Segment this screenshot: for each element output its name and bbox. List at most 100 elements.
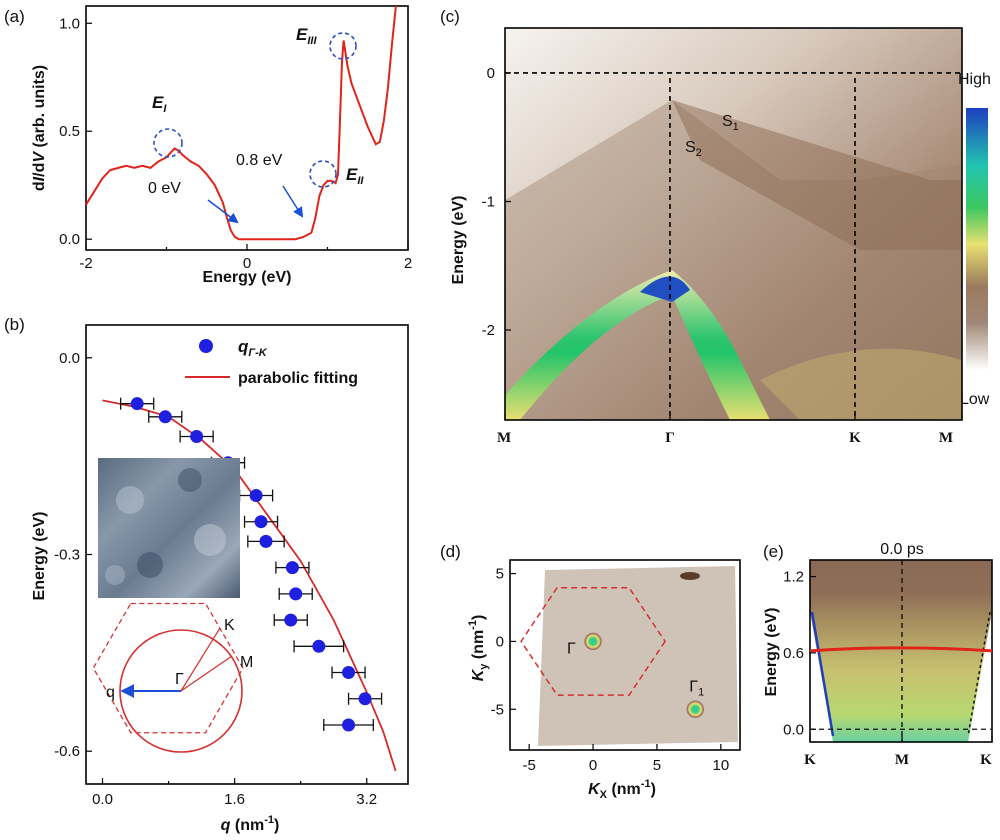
d-pocket-point — [584, 632, 602, 651]
arrow-eight-ev — [282, 185, 304, 218]
b-data-point — [284, 613, 298, 627]
peak-eii-circle — [309, 160, 337, 188]
d-xtick-label: 5 — [653, 757, 661, 774]
panel-b-letter: (b) — [4, 315, 25, 334]
e-xtick-label: K — [980, 752, 992, 768]
label-ei: EI — [152, 93, 167, 115]
panel-a-ticks: -2 0 2 0.0 0.5 1.0 — [59, 15, 412, 272]
d-ytick-label: -5 — [491, 701, 504, 718]
panel-b: (b) 0.0 1.6 3.2 0.0 -0.3 -0.6 qΓ-K parabolic … — [4, 315, 409, 834]
label-eight-ev: 0.8 eV — [236, 152, 283, 169]
a-xtick-label: 0 — [243, 255, 251, 272]
b-ytick-label: -0.3 — [54, 547, 80, 564]
e-xtick-label: M — [895, 752, 909, 768]
c-xtick-label: M — [497, 430, 511, 446]
c-ytick-label: -1 — [482, 194, 495, 211]
b-data-point — [249, 488, 263, 502]
c-ytick-label: 0 — [487, 65, 495, 82]
gamma-k-line — [180, 627, 221, 692]
colorbar — [966, 108, 988, 370]
parabolic-fit-line — [102, 399, 397, 772]
e-xtick-label: K — [804, 752, 816, 768]
d-edge-spot — [680, 572, 700, 580]
panel-c-frame — [504, 27, 963, 421]
b-ytick-label: 0.0 — [59, 350, 80, 367]
b-xtick-label: 1.6 — [224, 791, 245, 808]
panel-e-frame — [809, 559, 993, 743]
a-xtick-label: -2 — [79, 255, 92, 272]
panel-a-xlabel: Energy (eV) — [203, 269, 292, 286]
label-zero-ev: 0 eV — [148, 180, 181, 197]
d-xtick-label: 10 — [712, 757, 729, 774]
label-gamma: Γ — [175, 671, 184, 688]
c-xtick-label: K — [849, 430, 861, 446]
e-heatmap — [810, 560, 992, 742]
b-data-point — [285, 561, 299, 575]
panel-d-letter: (d) — [440, 542, 461, 561]
d-pocket-label: Γ — [567, 640, 576, 657]
stm-texture — [105, 468, 226, 585]
a-ytick-label: 1.0 — [59, 15, 80, 32]
panel-c-ticks: 0 -1 -2 M Γ K M — [482, 65, 963, 446]
panel-b-xlabel: q (nm-1) — [221, 814, 280, 834]
label-k: K — [224, 617, 235, 634]
fermi-circle — [119, 629, 243, 753]
arrow-zero-ev — [207, 199, 239, 224]
panel-d-frame — [509, 559, 741, 751]
label-eiii: EIII — [296, 25, 317, 47]
panel-c-ylabel: Energy (eV) — [450, 196, 467, 285]
b-data-point — [358, 692, 372, 706]
panel-d-ticks: -5 0 5 10 5 0 -5 — [491, 566, 730, 774]
label-q: q — [106, 684, 115, 701]
d-pocket-label: Γ1 — [689, 678, 704, 698]
c-s1-band — [672, 100, 962, 250]
panel-c: (c) 0 -1 -2 M Γ K M S1 S2 Energy (eV) High Low — [440, 7, 991, 446]
panel-e-ylabel: Energy (eV) — [763, 608, 780, 697]
b-data-point — [190, 429, 204, 443]
b-data-point — [254, 515, 268, 529]
colorbar-low: Low — [960, 391, 990, 408]
panel-d-ylabel: Ky (nm-1) — [467, 615, 490, 682]
panel-e-title: 0.0 ps — [880, 541, 924, 558]
panel-a-didv-curve — [85, 5, 397, 241]
b-ytick-label: -0.6 — [54, 743, 80, 760]
panel-d-xlabel: KX (nm-1) — [588, 778, 656, 801]
panel-e-letter: (e) — [763, 542, 784, 561]
d-ytick-label: 0 — [496, 633, 504, 650]
label-s1: S1 — [722, 113, 739, 133]
e-ytick-label: 0.0 — [783, 721, 804, 738]
legend-q-label: qΓ-K — [238, 337, 268, 359]
b-data-point — [289, 587, 303, 601]
b-data-point — [342, 666, 356, 680]
panel-a-letter: (a) — [4, 7, 25, 26]
c-main-band — [505, 270, 770, 420]
panel-a-ylabel: dI/dV (arb. units) — [31, 65, 48, 191]
bz-schematic: K M Γ q — [92, 602, 253, 753]
b-data-point — [130, 397, 144, 411]
peak-ei-circle — [153, 128, 183, 158]
colorbar-high: High — [958, 71, 991, 88]
legend-marker — [199, 339, 213, 353]
panel-a: (a) -2 0 2 0.0 0.5 1.0 Energy (eV) dI/dV (arb… — [4, 5, 412, 286]
d-map-area — [538, 566, 738, 746]
c-lower-band — [760, 348, 962, 420]
b-data-point — [312, 639, 326, 653]
d-bz-hexagon — [520, 586, 667, 696]
panel-a-frame — [85, 5, 409, 251]
b-data-point — [158, 410, 172, 424]
panel-b-ticks: 0.0 1.6 3.2 0.0 -0.3 -0.6 — [54, 350, 377, 808]
b-data-point — [342, 718, 356, 732]
a-xtick-label: 2 — [404, 255, 412, 272]
b-xtick-label: 0.0 — [92, 791, 113, 808]
c-ytick-label: -2 — [482, 322, 495, 339]
panel-c-letter: (c) — [440, 7, 460, 26]
e-red-line — [809, 646, 993, 653]
d-xtick-label: 0 — [589, 757, 597, 774]
a-ytick-label: 0.5 — [59, 123, 80, 140]
panel-e-ticks: 1.20.60.0K M K — [783, 569, 993, 768]
d-pockets: Γ Γ1 — [567, 632, 704, 719]
panel-b-ylabel: Energy (eV) — [31, 512, 48, 601]
b-xtick-label: 3.2 — [356, 791, 377, 808]
d-ytick-label: 5 — [496, 566, 504, 583]
